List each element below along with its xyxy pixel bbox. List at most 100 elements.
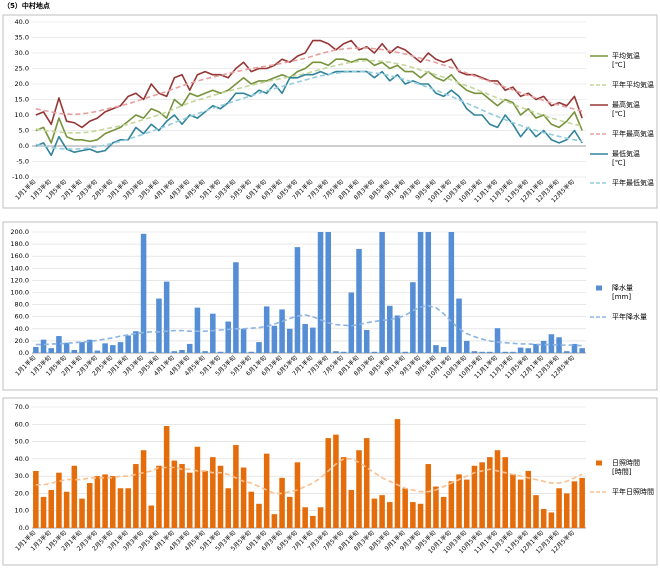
bar [433,486,439,528]
normal-line [35,70,583,150]
bar [440,496,447,528]
bar [179,464,185,528]
bar [517,347,524,353]
bar [402,488,408,528]
bar [579,348,585,353]
bar [533,343,539,353]
bar [348,292,355,353]
bar [63,342,70,353]
y-tick-label: 20.0 [15,80,29,88]
bar [286,328,293,353]
bar [63,491,70,528]
bar [317,507,324,528]
legend-label: 平均気温 [℃] [612,51,640,69]
bar [494,450,501,528]
y-tick-label: 40.0 [15,18,29,26]
bar [286,496,293,528]
bar [171,460,178,528]
bar [133,464,139,528]
bar [340,351,347,353]
bar [433,345,439,353]
bar [402,351,408,353]
y-tick-label: 25.0 [15,65,29,73]
bar [256,503,262,528]
bar [210,313,216,353]
y-tick-label: 50.0 [15,438,29,446]
bar [79,498,85,528]
bar [410,282,416,353]
bar [387,305,393,353]
bar [363,438,370,528]
bar [102,343,108,353]
y-tick-label: 180.0 [10,240,29,248]
bar [417,232,424,353]
bar [148,505,155,528]
bar [363,330,370,353]
bar [556,337,562,353]
bar [233,262,239,353]
legend-label: 平年最低気温 [612,178,654,187]
bar [248,351,255,353]
y-tick-label: 60.0 [15,420,29,428]
y-tick-label: 40.0 [15,325,29,333]
bar [371,351,378,353]
bar [525,348,532,353]
chart-frame [2,14,658,209]
bar [479,351,485,353]
bar [33,346,39,353]
bar [140,450,147,528]
legend-label: 降水量 [mm] [612,283,633,301]
bar [156,298,162,353]
bar [325,438,332,528]
bar [425,464,432,528]
y-tick-label: 40.0 [15,455,29,463]
bar [40,339,47,353]
bar [356,450,362,528]
bar [563,493,570,528]
y-tick-label: 0.0 [19,142,29,150]
chart-frame [2,397,658,566]
legend-label: 最高気温 [℃] [612,100,640,118]
y-tick-label: -10.0 [12,173,29,181]
bar [94,350,101,353]
bar [394,419,401,528]
y-tick-label: 120.0 [10,276,29,284]
legend-label: 平年最高気温 [612,129,654,138]
bar [271,325,278,353]
bar [179,349,185,353]
bar [202,470,208,528]
chart-frame [2,221,658,391]
bar [202,351,208,353]
bar [140,233,147,353]
bar [579,477,585,528]
bar [463,479,470,528]
bar [502,351,508,353]
bar [71,465,78,528]
y-tick-label: 100.0 [10,289,29,297]
bar [279,477,285,528]
bar [317,232,324,353]
bar [48,348,55,353]
bar [410,502,416,528]
bar [194,446,201,528]
bar [571,343,578,353]
bar [348,489,355,528]
bar [102,474,108,528]
bar [333,434,339,528]
bar [94,476,101,528]
bar [394,315,401,353]
legend-label: 平年降水量 [612,312,647,321]
page-title: （5）中村地点 [3,1,50,10]
bar [186,343,193,353]
bar [148,351,155,353]
bar [548,334,555,353]
bar [563,351,570,353]
bar [456,298,462,353]
y-tick-label: 35.0 [15,34,29,42]
bar [79,342,85,353]
bar [371,498,378,528]
bar [448,232,455,353]
bar [487,351,493,353]
bar [356,248,362,353]
bar [463,340,470,353]
